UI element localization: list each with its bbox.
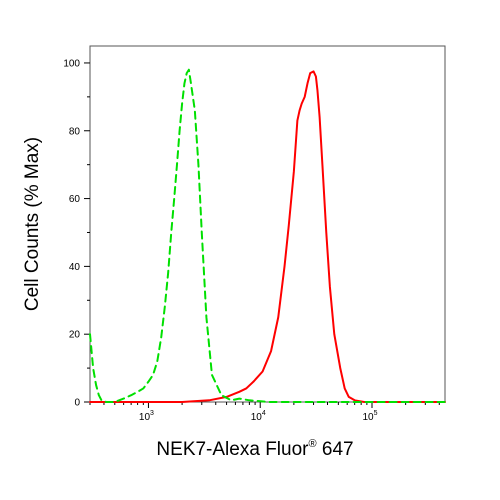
y-tick-label: 60 (69, 194, 81, 205)
y-tick-label: 20 (69, 330, 81, 341)
x-tick-base: 10 (139, 412, 151, 423)
y-axis-title: Cell Counts (% Max) (22, 137, 43, 311)
x-tick-exponent: 3 (150, 410, 154, 417)
x-tick-label: 103 (139, 410, 154, 423)
y-tick-label: 0 (74, 398, 80, 409)
y-tick-label: 40 (69, 262, 81, 273)
y-axis-ticks: 0 20 40 60 80 100 (63, 58, 90, 409)
x-tick-label: 105 (362, 410, 377, 423)
x-axis-ticks: 103 104 105 (89, 402, 440, 423)
x-tick-base: 10 (251, 412, 263, 423)
x-axis-title-suffix: 647 (317, 439, 354, 460)
series-1-line (89, 68, 446, 403)
x-tick-exponent: 4 (262, 410, 266, 417)
series-0-line (89, 70, 446, 403)
x-axis-title-main: NEK7-Alexa Fluor (156, 439, 309, 460)
plot-frame (89, 45, 446, 403)
x-axis-title-superscript: ® (308, 438, 316, 450)
series-layer (89, 68, 446, 403)
x-tick-label: 104 (251, 410, 266, 423)
y-tick-label: 100 (63, 58, 80, 69)
y-tick-label: 80 (69, 126, 81, 137)
x-axis-title: NEK7-Alexa Fluor® 647 (156, 438, 353, 460)
x-tick-exponent: 5 (374, 410, 378, 417)
x-tick-base: 10 (362, 412, 374, 423)
